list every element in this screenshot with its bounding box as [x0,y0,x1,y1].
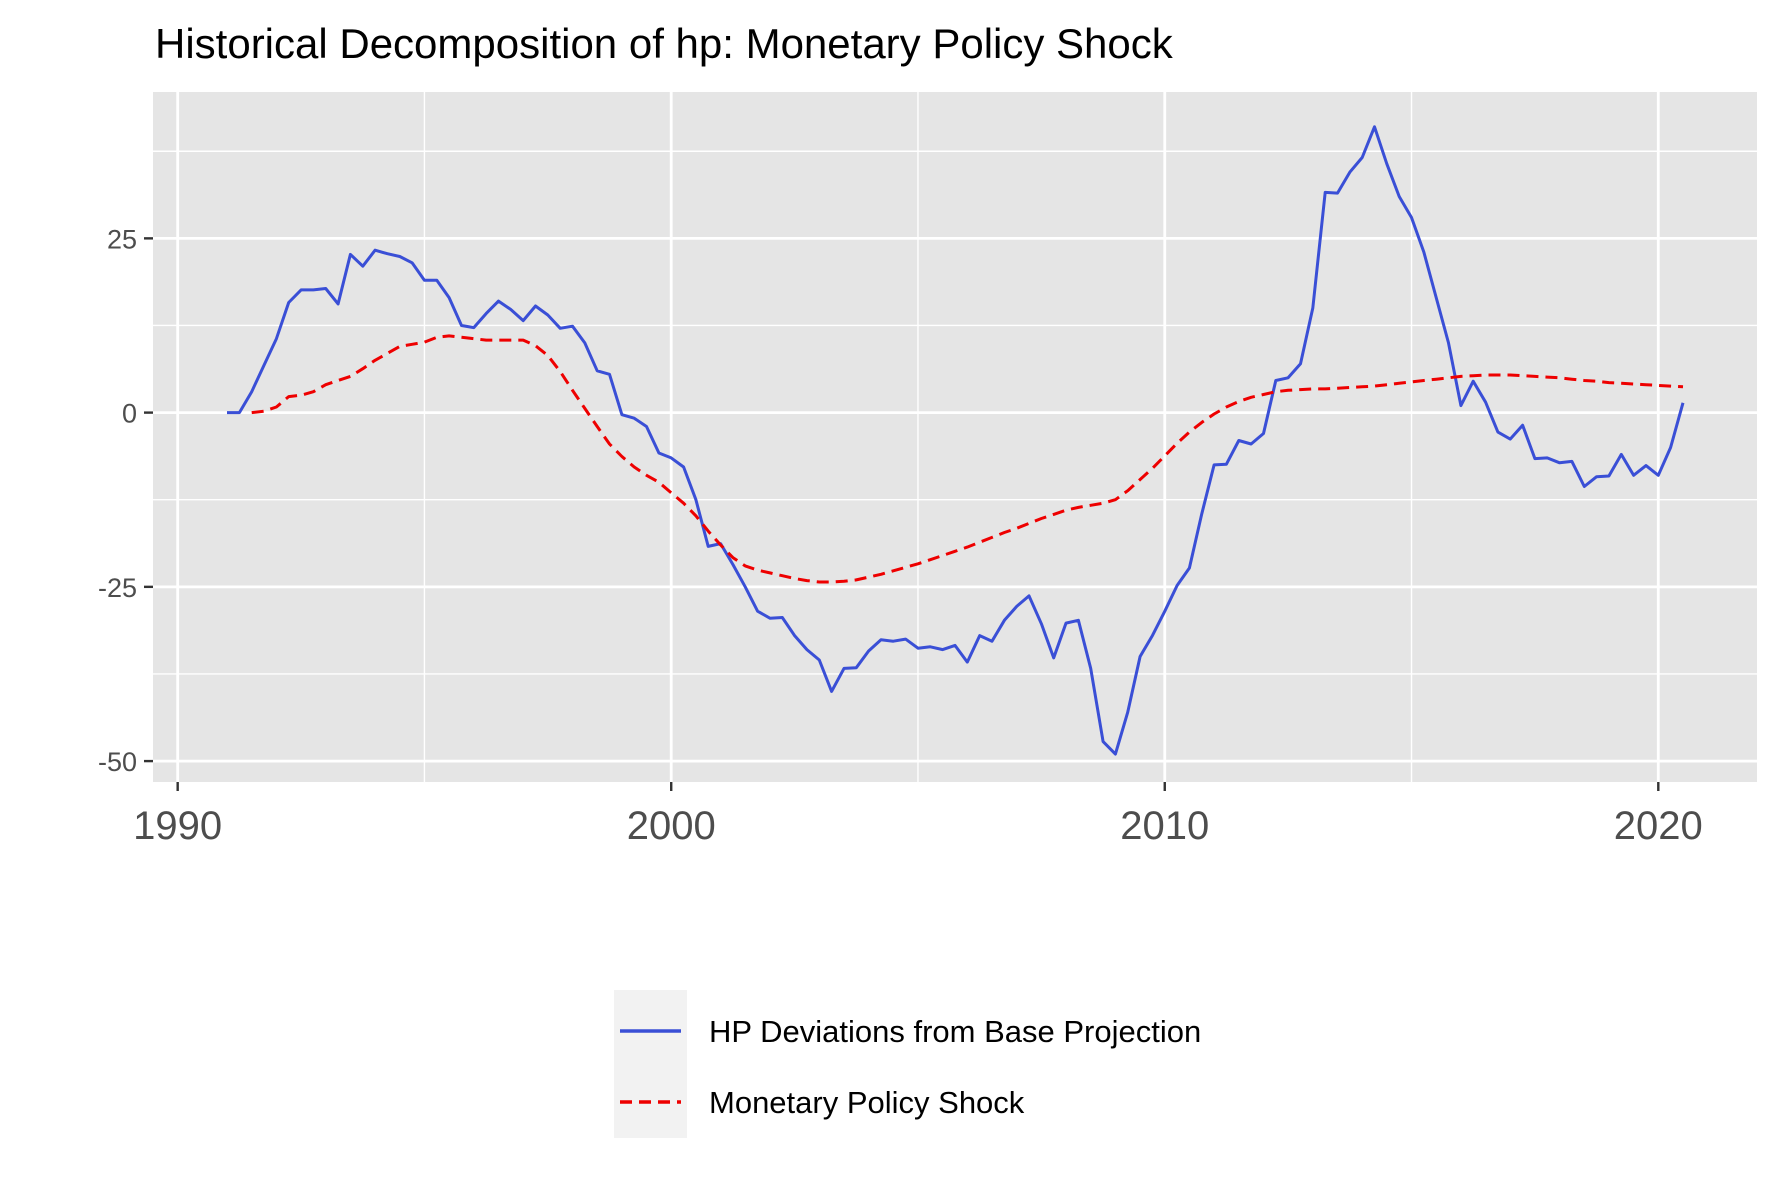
y-tick-label: 0 [122,399,137,429]
series-line-monetary-policy-shock [251,334,1684,584]
series-line-hp-deviations [227,125,1685,756]
x-tick-label: 2020 [1614,804,1703,848]
y-tick-label: 25 [107,224,137,254]
y-tick-label: -25 [98,573,137,603]
minor-gridlines [153,92,1757,782]
x-tick-label: 1990 [133,804,222,848]
x-tick-label: 2000 [627,804,716,848]
y-tick-label: -50 [98,747,137,777]
x-tick-label: 2010 [1120,804,1209,848]
plot-panel [153,92,1757,782]
y-axis: 25 0 -25 -50 [98,224,153,777]
chart-title: Historical Decomposition of hp: Monetary… [155,20,1174,67]
legend-key-background [614,990,687,1138]
legend-label-hp-deviations: HP Deviations from Base Projection [709,1014,1201,1049]
legend-label-monetary-policy-shock: Monetary Policy Shock [709,1085,1025,1120]
legend: HP Deviations from Base Projection Monet… [614,990,1201,1138]
series-layer [227,125,1685,756]
x-axis: 1990 2000 2010 2020 [133,782,1703,848]
